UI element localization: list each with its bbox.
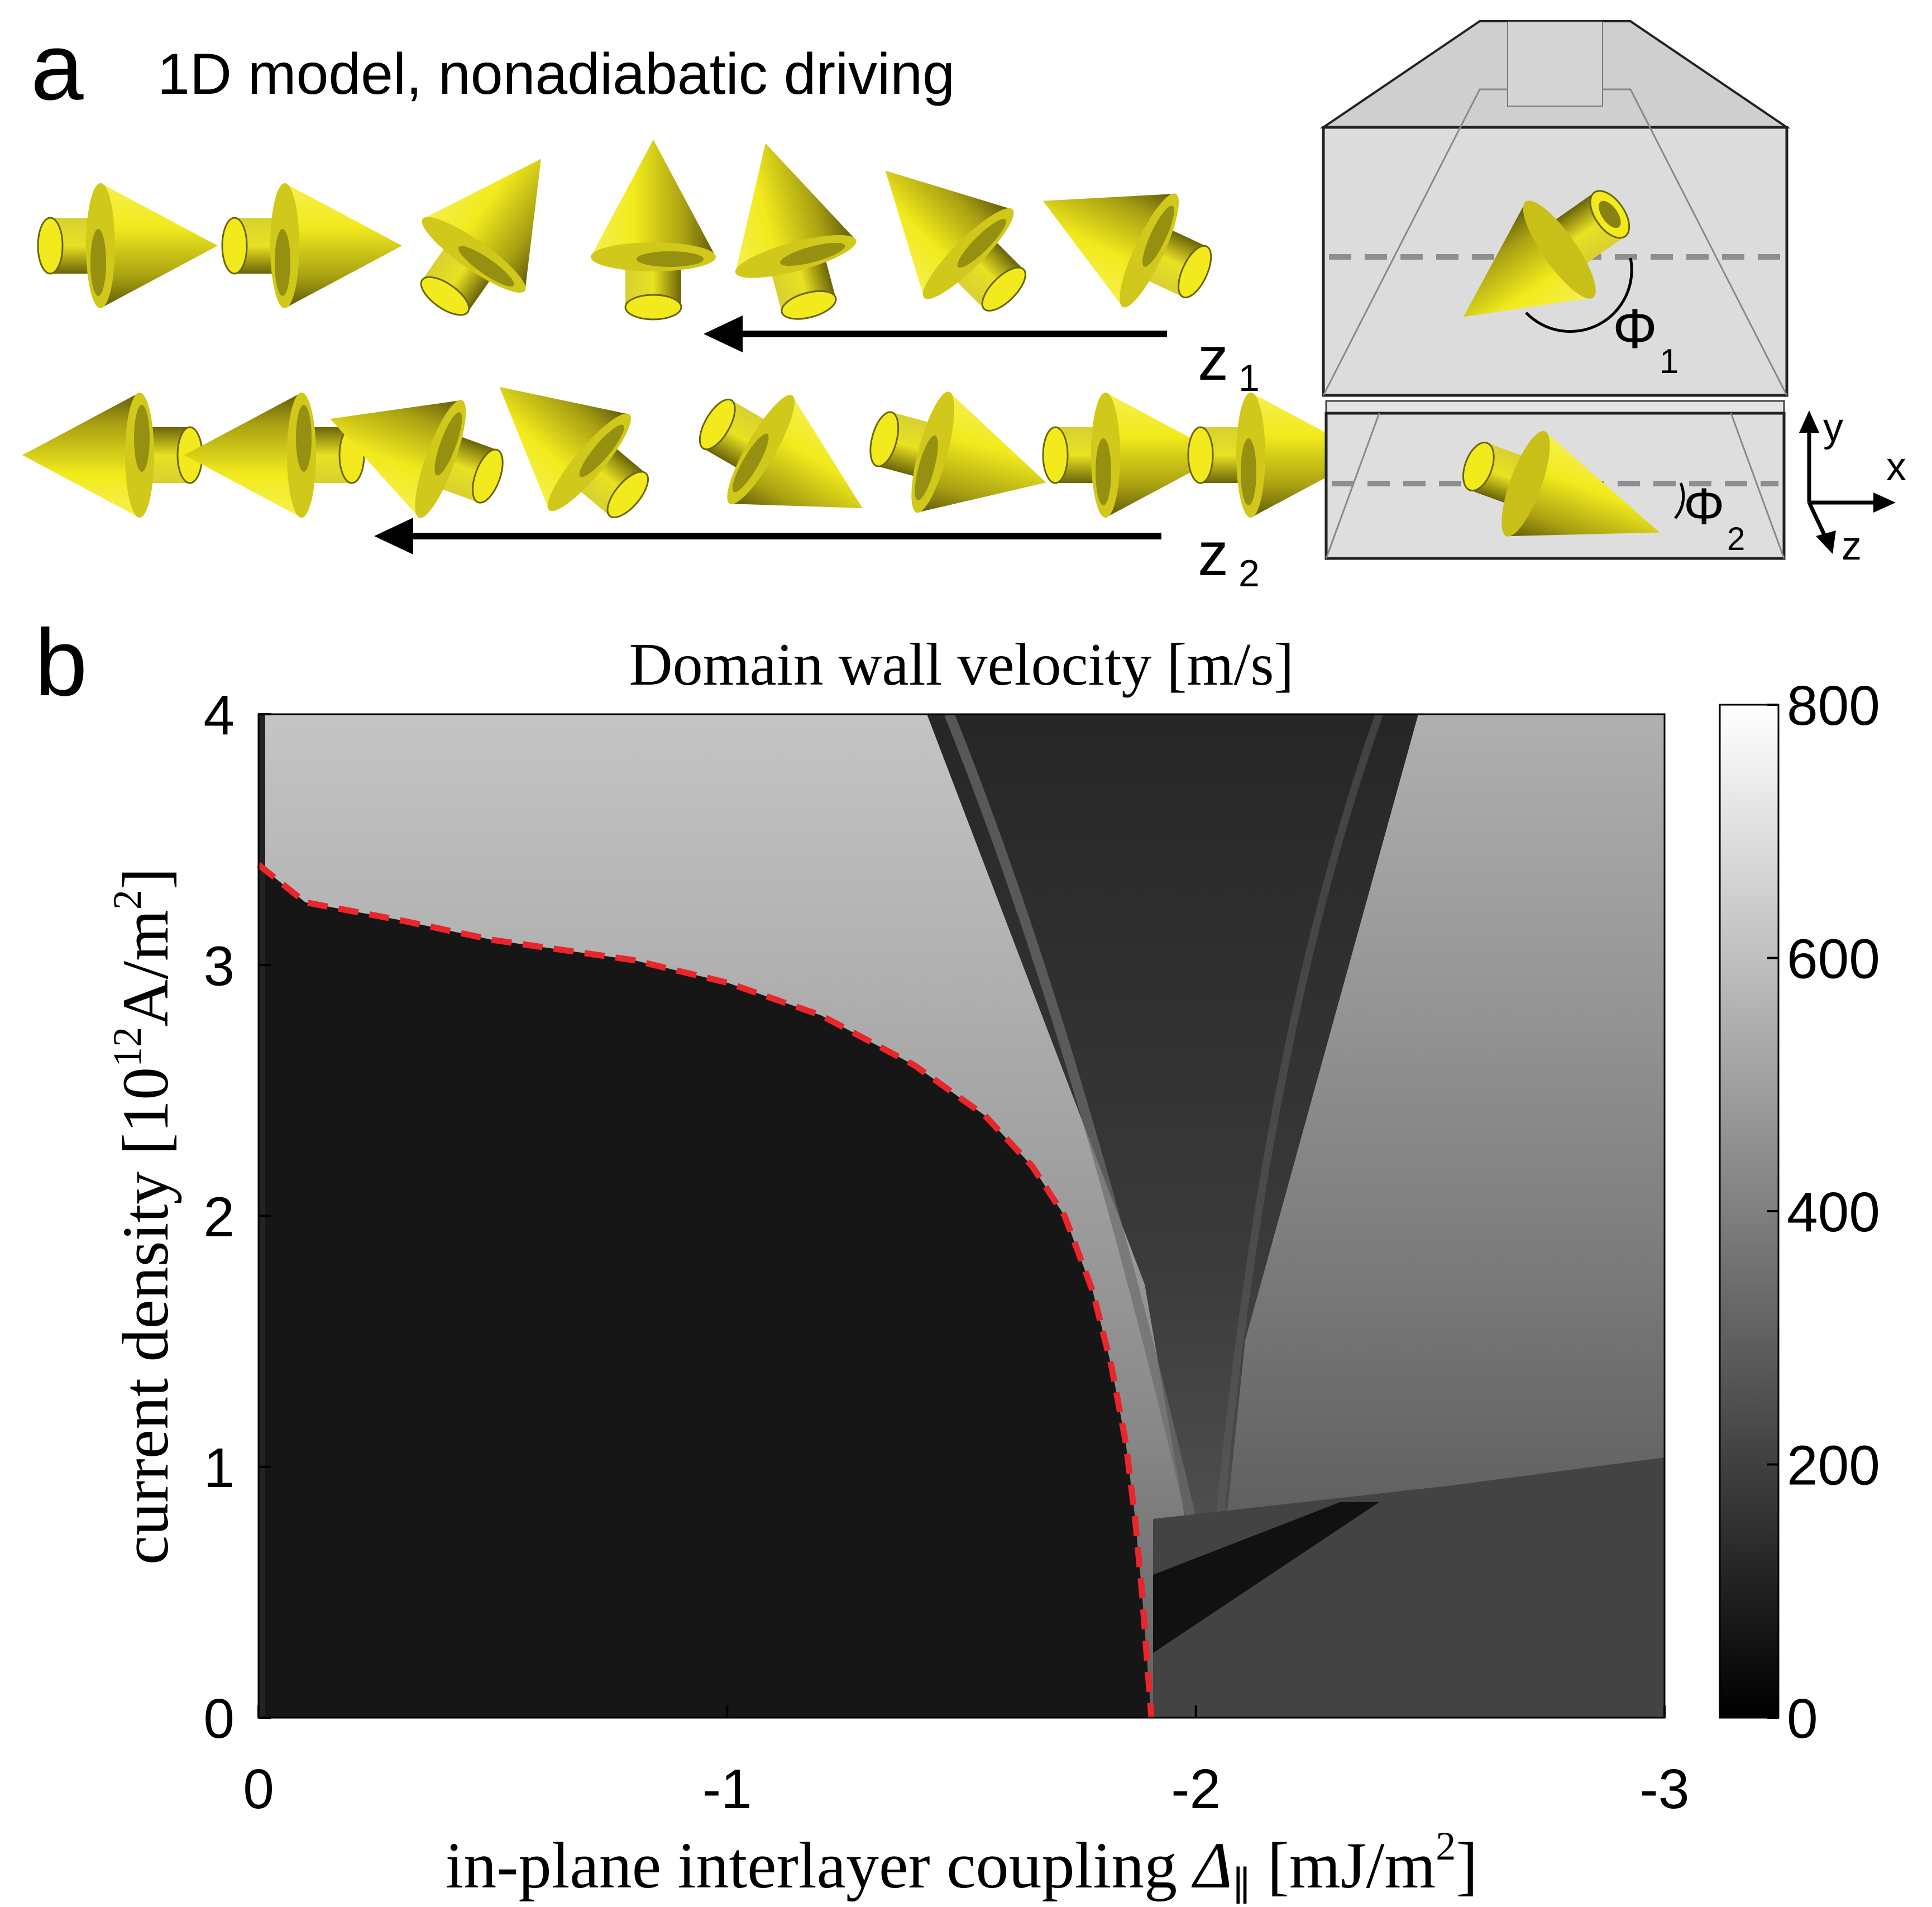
top-layer-cone [1463,190,1630,317]
panel-a-label: a [31,14,84,120]
row1-cone [885,170,1026,312]
row2-cone [22,393,203,518]
wedge-right-ridge [1208,714,1383,1609]
phi1-arc [1525,257,1633,333]
phi1-symbol: Φ [1613,298,1657,360]
x-axis-label: in-plane interlayer coupling Δ∥ [mJ/m2] [445,1824,1477,1907]
cone-row-1 [37,140,1212,321]
critical-current-line [256,862,1155,1718]
row1-cone [735,143,857,320]
y-axis-ticks: 0 1 2 3 4 [203,684,271,1750]
row2-cone [1187,393,1368,518]
row2-axis-label: z [1198,520,1228,589]
colorbar-tick-label: 400 [1787,1181,1880,1244]
cone-row-2 [22,386,1368,519]
row1-cone [221,183,402,308]
heatmap-pinned-region [259,864,1151,1718]
row1-axis-subscript: 1 [1238,357,1260,399]
row1-axis-label: z [1198,324,1228,393]
x-tick-label: 0 [243,1758,274,1820]
chart-title: Domain wall velocity [m/s] [629,632,1294,698]
y-tick-label: 2 [203,1186,235,1249]
bottom-layer-cone [1462,431,1660,537]
x-tick-label: -2 [1171,1758,1221,1820]
row1-direction-arrow [704,316,1167,352]
row2-cone [1042,393,1223,518]
x-axis-ticks: 0 -1 -2 -3 [243,1705,1689,1820]
phi2-subscript: 2 [1727,521,1745,557]
axis-x-label: x [1886,445,1906,489]
heatmap-lower-band [1153,1457,1665,1718]
coordinate-axes: y x z [1799,405,1906,568]
phi2-arc [1674,482,1685,519]
panel-b-label: b [35,610,88,716]
phi2-symbol: Φ [1684,478,1724,535]
row1-cone [37,183,218,308]
y-axis-label: current density [1012A/m2] [105,868,182,1565]
row2-cone [330,400,504,518]
colorbar-tick-label: 600 [1787,928,1880,991]
row2-cone [869,391,1046,513]
colorbar-tick-label: 800 [1787,675,1880,737]
axis-z-label: z [1842,524,1862,568]
axis-y-label: y [1823,405,1843,450]
heatmap-lower-dark-strip [1153,1502,1379,1653]
colorbar-tick-label: 0 [1787,1688,1818,1750]
row2-cone [184,393,365,518]
row2-axis-subscript: 2 [1238,552,1260,595]
row1-cone [420,159,541,316]
colorbar-tick-label: 200 [1787,1435,1880,1497]
row1-cone [591,140,716,321]
x-tick-label: -3 [1640,1758,1690,1820]
row1-cone [1042,193,1212,308]
x-tick-label: -1 [702,1758,752,1820]
phi1-subscript: 1 [1660,342,1678,381]
y-tick-label: 3 [203,935,235,997]
wedge-left-ridge [944,714,1217,1609]
panel-a-title: 1D model, nonadiabatic driving [157,42,955,107]
heatmap-dark-wedge [927,714,1418,1608]
y-tick-label: 1 [203,1437,235,1499]
bilayer-schematic: Φ 1 Φ 2 [1319,20,1791,560]
heatmap [259,714,1665,1718]
row2-cone [499,386,649,519]
colorbar-ticks: 800 600 400 200 0 [1767,675,1880,1750]
row2-cone [699,395,863,508]
row2-direction-arrow [374,518,1161,555]
y-tick-label: 0 [203,1688,235,1750]
y-tick-label: 4 [203,684,235,747]
